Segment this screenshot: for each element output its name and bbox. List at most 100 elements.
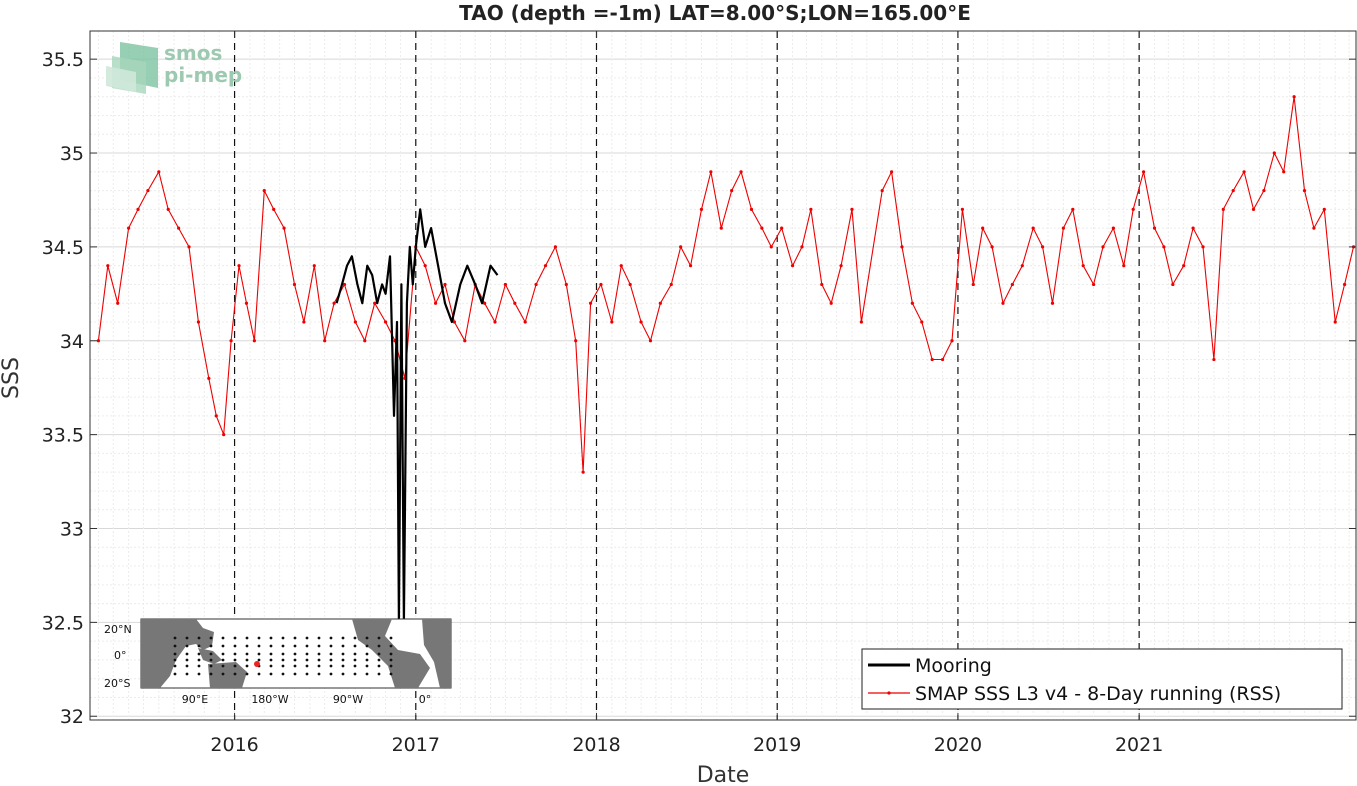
buoy-dot [281,672,285,676]
buoy-dot [293,652,297,656]
data-point [1091,282,1096,287]
data-point [809,207,813,211]
buoy-dot [293,636,297,640]
data-point [648,339,653,343]
buoy-dot [353,644,357,648]
data-point [1231,188,1235,193]
data-point [1141,170,1146,174]
buoy-dot [185,644,189,648]
buoy-dot [257,636,261,640]
buoy-dot [209,672,213,676]
data-point [244,301,249,305]
legend-box [861,648,1343,710]
buoy-dot [197,636,201,640]
buoy-dot [209,636,213,640]
buoy-dot [185,672,189,676]
buoy-dot [329,664,333,668]
buoy-dot [389,672,393,676]
buoy-dot [293,658,297,662]
data-point [780,226,784,230]
data-point [1001,301,1005,305]
x-tick-label: 2017 [392,734,440,756]
buoy-dot [209,644,213,648]
buoy-dot [365,652,369,656]
buoy-dot [185,636,189,640]
data-point [1171,282,1175,287]
buoy-dot [329,672,333,676]
buoy-dot [281,652,285,656]
buoy-dot [353,652,357,656]
buoy-dot [245,644,249,648]
data-point [262,188,266,193]
data-point [157,170,161,174]
data-point [534,282,538,287]
buoy-dot [197,664,201,668]
data-point [312,264,316,268]
data-point [1182,264,1186,268]
data-point [699,207,704,211]
data-point [127,226,131,230]
data-point [1262,188,1266,193]
data-point [1221,207,1225,211]
data-point [564,282,568,287]
data-point [1122,264,1126,268]
data-point [719,226,723,230]
buoy-dot [353,658,357,662]
data-point [383,320,388,324]
data-point [1242,170,1246,174]
data-point [1212,357,1216,362]
buoy-dot [257,658,261,662]
buoy-dot [389,658,393,662]
data-point [222,433,226,437]
buoy-dot [317,644,321,648]
data-point [443,282,447,287]
buoy-dot [389,664,393,668]
data-point [196,320,201,324]
data-point [1282,170,1286,174]
buoy-dot [365,664,369,668]
y-axis-ticks: 32 32.5 33 33.5 34 34.5 35 35.5 [42,49,1356,728]
y-axis-label: SSS [0,357,24,399]
data-point [669,282,673,287]
buoy-dot [377,658,381,662]
buoy-dot [293,664,297,668]
data-point [503,282,507,287]
data-point [628,282,632,287]
data-point [800,245,804,249]
buoy-dot [329,636,333,640]
buoy-dot [317,658,321,662]
data-point [619,264,623,268]
data-point [709,170,713,174]
buoy-dot [197,644,201,648]
data-point [282,226,286,230]
buoy-dot [305,652,309,656]
buoy-dot [377,644,381,648]
buoy-dot [377,636,381,640]
buoy-dot [365,636,369,640]
buoy-dot [173,672,177,676]
data-point [452,320,457,324]
buoy-dot [221,652,225,656]
data-point [523,320,527,324]
data-point [1101,245,1105,249]
data-point [739,170,743,174]
buoy-dot [353,672,357,676]
buoy-dot [389,636,393,640]
buoy-dot [245,658,249,662]
data-point [960,207,964,211]
selected-buoy-marker [254,661,260,667]
data-point [820,282,824,287]
data-point [543,264,548,268]
buoy-dot [197,672,201,676]
data-point [136,207,140,211]
buoy-dot [329,658,333,662]
data-point [237,264,241,268]
data-point [332,301,336,305]
data-point [292,282,297,287]
buoy-dot [209,664,213,668]
plot-frame [89,30,1357,721]
buoy-dot [245,636,249,640]
data-point [760,226,764,230]
buoy-dot [281,664,285,668]
data-point [829,301,833,305]
